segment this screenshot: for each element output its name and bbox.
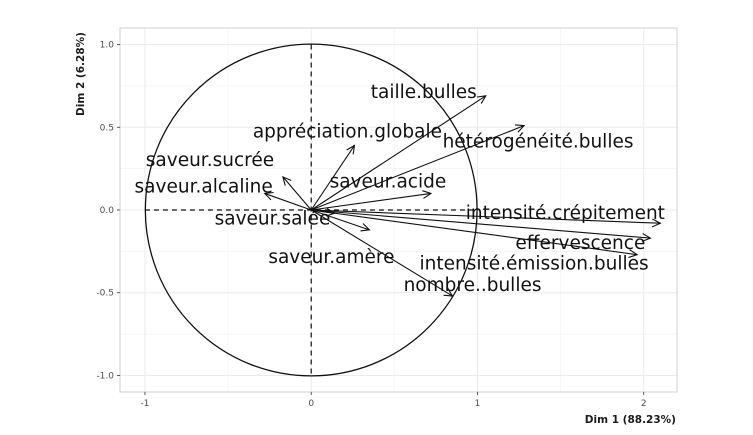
x-axis-title: Dim 1 (88.23%) xyxy=(585,414,676,426)
variable-arrows xyxy=(263,95,662,297)
variable-labels: taille.bulles appréciation.globale hétérog… xyxy=(135,82,665,296)
variable-arrow xyxy=(311,209,639,258)
x-tick-label: -1 xyxy=(140,399,149,409)
arrow-shaft xyxy=(264,192,312,211)
variable-arrow xyxy=(311,190,433,211)
arrow-head xyxy=(628,249,639,258)
x-tick-label: 1 xyxy=(475,399,481,409)
variable-arrow xyxy=(311,209,652,242)
variable-label: appréciation.globale xyxy=(253,121,442,142)
arrow-shaft xyxy=(310,145,355,211)
variable-arrow xyxy=(311,209,662,228)
y-tick-label: -0.5 xyxy=(96,289,114,299)
arrow-shaft xyxy=(311,209,661,224)
arrow-head xyxy=(346,144,356,155)
arrow-head xyxy=(641,233,652,242)
arrow-head xyxy=(422,190,433,199)
arrow-shaft xyxy=(310,209,453,297)
arrow-head xyxy=(651,218,662,228)
arrow-shaft xyxy=(311,209,638,256)
arrow-shaft xyxy=(311,125,525,211)
variable-arrow xyxy=(310,144,356,211)
variable-label: saveur.amère xyxy=(268,247,394,268)
variable-arrow xyxy=(263,191,312,211)
x-tick-label: 2 xyxy=(641,399,647,409)
arrow-head xyxy=(443,288,454,297)
arrow-head xyxy=(282,175,292,186)
variable-label: saveur.acide xyxy=(330,171,447,192)
variable-label: nombre..bulles xyxy=(404,275,542,296)
variable-label: intensité.crépitement xyxy=(466,203,665,224)
variable-label: taille.bulles xyxy=(371,82,477,103)
variable-arrow xyxy=(310,95,487,211)
variable-arrow xyxy=(311,209,371,232)
variable-label: saveur.alcaline xyxy=(135,176,273,197)
variable-label: hétérogénéité.bulles xyxy=(443,132,634,153)
arrow-head xyxy=(476,95,487,104)
y-tick-label: -1.0 xyxy=(96,371,114,381)
variable-label: saveur.salée xyxy=(215,208,331,229)
variable-arrow xyxy=(311,124,526,211)
variable-label: saveur.sucrée xyxy=(146,150,274,171)
arrow-shaft xyxy=(311,209,370,231)
arrow-head xyxy=(263,191,274,201)
x-tick-label: 0 xyxy=(308,399,314,409)
y-tick-label: 1.0 xyxy=(100,41,115,51)
arrow-shaft xyxy=(311,192,431,211)
y-tick-label: 0.5 xyxy=(100,123,114,133)
variable-label: effervescence xyxy=(515,233,645,254)
axis-ticks: -1 0 1 2 -1.0 -0.5 0.0 0.5 1.0 xyxy=(96,41,646,409)
correlation-circle xyxy=(144,43,478,377)
arrow-head xyxy=(515,124,526,133)
variable-arrow xyxy=(310,209,454,297)
arrow-shaft xyxy=(282,176,312,211)
arrow-shaft xyxy=(311,209,651,239)
arrow-head xyxy=(360,223,371,232)
variable-arrow xyxy=(282,175,312,211)
arrow-shaft xyxy=(310,95,487,211)
y-axis-title: Dim 2 (6.28%) xyxy=(75,32,87,116)
y-tick-label: 0.0 xyxy=(100,206,115,216)
variable-label: intensité.émission.bulles xyxy=(420,254,649,275)
